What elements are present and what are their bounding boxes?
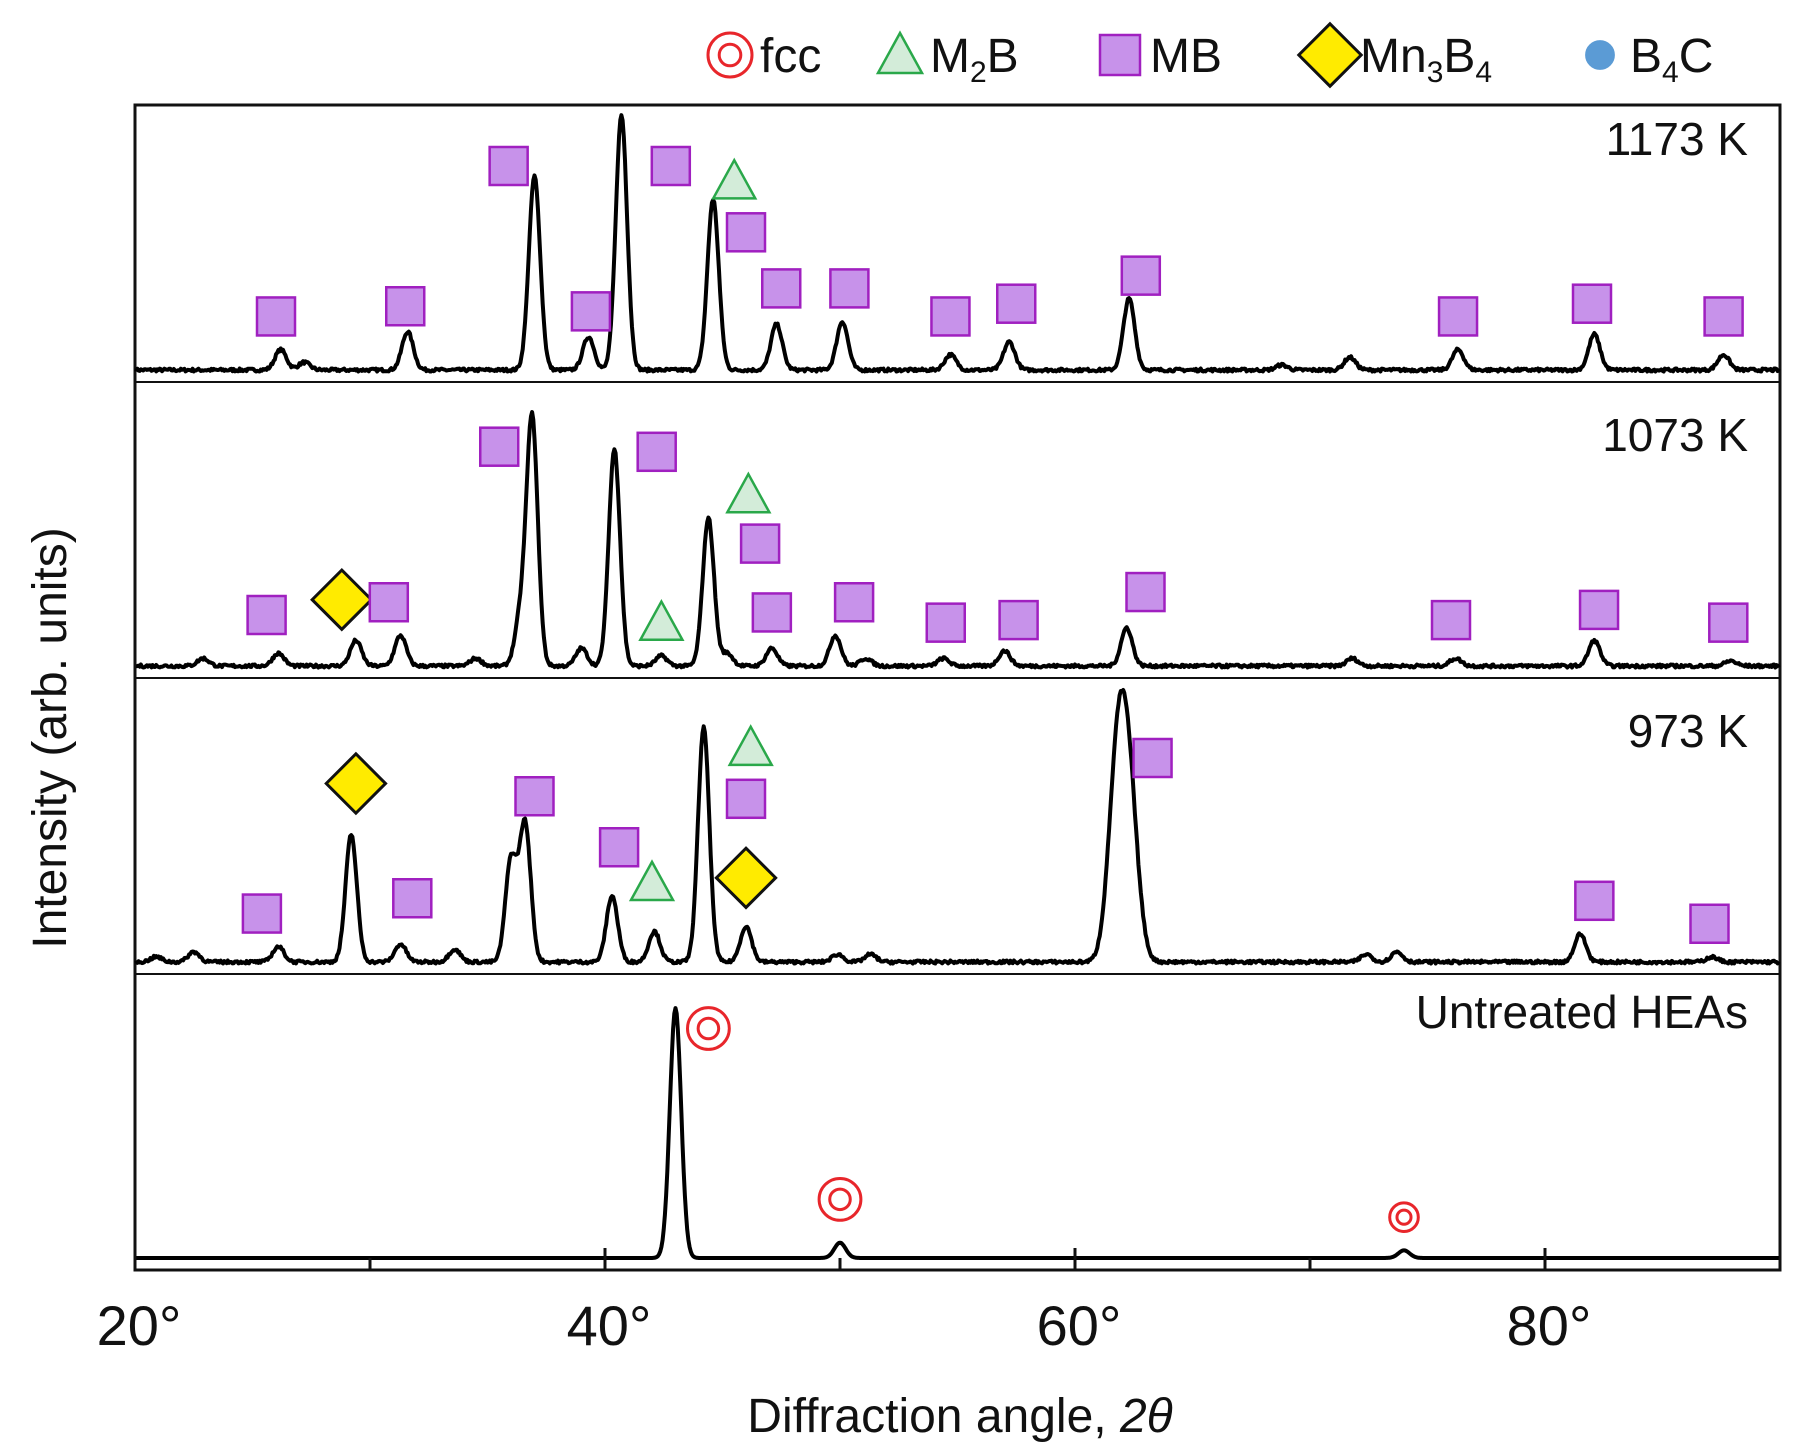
mb-square-marker — [1430, 599, 1472, 641]
legend-label-b4c: B4C — [1630, 30, 1713, 89]
x-axis-ticks: 20° 40° 60° 80° — [97, 1248, 1782, 1357]
x-axis-label-text: Diffraction angle, — [747, 1390, 1120, 1443]
mb-square-marker — [1708, 602, 1749, 643]
series-label-2: 973 K — [1628, 705, 1749, 757]
legend-text: M — [930, 30, 970, 83]
series-label-1: 1073 K — [1602, 409, 1748, 461]
diffraction-traces — [134, 113, 1781, 1260]
mb-square-marker — [1703, 296, 1744, 337]
legend-text: MB — [1150, 30, 1222, 83]
mb-square-marker — [385, 286, 426, 327]
mb-square-marker — [725, 212, 767, 253]
m2b-triangle-marker — [628, 859, 676, 902]
mn3b4-diamond-marker — [310, 567, 374, 632]
mb-square-marker — [488, 145, 529, 187]
trace-line-3 — [135, 1006, 1780, 1260]
fcc-outer-circle-marker — [686, 1006, 731, 1051]
mn3b4-diamond-marker — [714, 846, 778, 910]
trace-line-0 — [134, 113, 1781, 374]
mb-square-marker — [739, 523, 781, 564]
x-tick-label: 20° — [97, 1294, 182, 1357]
legend-text: B — [987, 30, 1019, 83]
mb-square-marker — [570, 291, 612, 332]
legend-text: fcc — [760, 30, 821, 83]
phase-markers — [241, 145, 1749, 1233]
legend-subscript: 2 — [970, 56, 987, 89]
m2b-triangle-marker — [638, 598, 685, 641]
m2b-triangle-marker — [711, 157, 758, 200]
x-tick-label: 40° — [567, 1294, 652, 1357]
plot-border — [133, 103, 1782, 1272]
mb-square-marker — [998, 599, 1039, 641]
mb-square-marker — [368, 582, 410, 623]
x-axis-label-symbol: 2θ — [1119, 1390, 1173, 1443]
mn3b4-diamond-marker — [1296, 21, 1364, 89]
legend-text: B — [1443, 30, 1475, 83]
series-label-0: 1173 K — [1606, 113, 1749, 165]
mb-square-marker — [1571, 283, 1613, 324]
legend: fcc M2B MB Mn3B4 B4C — [706, 21, 1713, 89]
fcc-inner-circle-marker — [828, 1187, 852, 1212]
legend-label-mb: MB — [1150, 30, 1222, 83]
mb-square-marker — [1132, 737, 1173, 779]
fcc-outer-circle-marker — [817, 1176, 863, 1222]
mb-square-marker — [1578, 589, 1620, 631]
mb-square-marker — [1689, 903, 1730, 944]
legend-label-fcc: fcc — [760, 30, 821, 83]
legend-subscript: 3 — [1427, 56, 1444, 89]
mb-square-marker — [255, 296, 297, 337]
legend-text: Mn — [1360, 30, 1427, 83]
m2b-triangle-marker — [725, 471, 772, 514]
mb-square-marker — [761, 268, 802, 309]
mb-square-marker — [1120, 255, 1162, 296]
mb-square-marker — [996, 283, 1037, 324]
mb-square-marker — [725, 778, 767, 820]
legend-text: C — [1679, 30, 1714, 83]
b4c-circle-marker — [1585, 40, 1615, 70]
fcc-inner-circle-marker — [696, 1016, 721, 1041]
mb-square-marker — [1125, 571, 1166, 613]
mb-square-marker — [1098, 33, 1142, 77]
mb-square-marker — [829, 268, 870, 309]
mb-square-marker — [925, 602, 966, 643]
trace-line-1 — [135, 410, 1781, 670]
fcc-outer-circle-marker — [706, 31, 754, 79]
mb-square-marker — [930, 296, 971, 337]
trace-line-2 — [134, 688, 1781, 966]
mb-square-marker — [246, 594, 287, 636]
series-label-3: Untreated HEAs — [1416, 986, 1748, 1038]
mb-square-marker — [636, 431, 677, 473]
legend-label-mn3b4: Mn3B4 — [1360, 30, 1492, 89]
fcc-outer-circle-marker — [1388, 1201, 1420, 1233]
mb-square-marker — [392, 878, 433, 919]
m2b-triangle-marker — [727, 724, 774, 767]
mb-square-marker — [241, 893, 283, 934]
mb-square-marker — [751, 592, 793, 633]
mb-square-marker — [1437, 296, 1479, 337]
legend-subscript: 4 — [1475, 56, 1492, 89]
fcc-inner-circle-marker — [1395, 1208, 1413, 1226]
trace-labels: 1173 K 1073 K 973 K Untreated HEAs — [1416, 113, 1749, 1038]
mb-square-marker — [1574, 880, 1615, 922]
m2b-triangle-marker — [875, 30, 925, 75]
x-axis-label: Diffraction angle, 2θ — [747, 1390, 1172, 1443]
mn3b4-diamond-marker — [324, 751, 388, 816]
mb-square-marker — [833, 582, 875, 623]
legend-text: B — [1630, 30, 1662, 83]
legend-label-m2b: M2B — [930, 30, 1019, 89]
mb-square-marker — [479, 426, 520, 467]
legend-subscript: 4 — [1662, 56, 1679, 89]
mb-square-marker — [598, 827, 640, 868]
y-axis-label: Intensity (arb. units) — [24, 527, 77, 949]
plot-frame — [133, 103, 1782, 1272]
fcc-inner-circle-marker — [717, 42, 743, 68]
x-tick-label: 60° — [1037, 1294, 1122, 1357]
x-tick-label: 80° — [1507, 1294, 1592, 1357]
mb-square-marker — [514, 776, 555, 817]
mb-square-marker — [650, 145, 692, 187]
